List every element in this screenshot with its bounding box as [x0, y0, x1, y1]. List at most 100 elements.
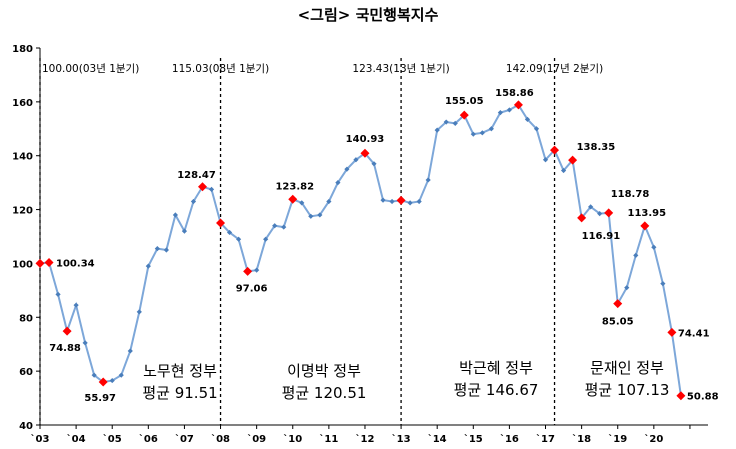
government-average: 평균 91.51	[142, 384, 217, 402]
data-point	[254, 267, 260, 273]
data-point	[154, 246, 160, 252]
x-tick-label: `19	[608, 433, 627, 445]
x-tick-label: `08	[211, 433, 230, 445]
series-line	[39, 103, 682, 396]
data-point	[109, 377, 115, 384]
data-point	[82, 340, 88, 346]
data-point	[190, 198, 197, 205]
y-tick-label: 40	[19, 421, 33, 432]
data-label: 116.91	[582, 231, 621, 242]
data-label: 74.41	[678, 328, 710, 339]
y-tick-label: 120	[12, 206, 33, 217]
data-point	[145, 263, 151, 269]
data-point	[470, 131, 476, 137]
government-average: 평균 107.13	[585, 381, 670, 399]
data-point	[353, 157, 359, 163]
highlight-point	[360, 148, 370, 158]
data-point	[371, 161, 377, 167]
data-label: 138.35	[577, 142, 616, 153]
data-point	[208, 186, 215, 192]
highlight-point	[676, 391, 686, 401]
y-tick-label: 180	[12, 44, 33, 55]
government-average: 평균 120.51	[282, 384, 367, 402]
x-tick-label: `13	[392, 433, 411, 445]
highlight-point	[44, 258, 54, 268]
period-marker-label: 123.43(13년 1분기)	[352, 63, 449, 75]
data-point	[127, 348, 133, 354]
data-point	[660, 281, 666, 287]
government-name: 이명박 정부	[287, 362, 361, 380]
data-point	[434, 127, 440, 133]
y-tick-label: 80	[19, 313, 33, 324]
x-tick-label: `16	[500, 433, 519, 445]
data-point	[181, 228, 188, 234]
data-point	[524, 116, 531, 122]
period-marker-label: 115.03(08년 1분기)	[172, 63, 269, 75]
x-tick-label: `04	[67, 433, 86, 445]
x-tick-label: `05	[103, 433, 122, 445]
x-tick-label: `03	[31, 433, 50, 445]
x-tick-label: `12	[356, 433, 375, 445]
data-point	[344, 166, 350, 172]
highlight-point	[459, 110, 469, 120]
chart-title: <그림> 국민행복지수	[298, 6, 439, 24]
labels-group: 100.00(03년 1분기) 115.03(08년 1분기) 123.43(13년…	[42, 63, 719, 404]
highlight-point	[216, 218, 226, 228]
x-tick-label: `14	[428, 433, 447, 445]
y-tick-label: 60	[19, 367, 33, 378]
highlight-point	[550, 145, 560, 155]
period-marker-lines	[39, 58, 556, 425]
data-point	[651, 244, 657, 250]
highlight-point	[613, 299, 623, 309]
series-group	[35, 100, 686, 401]
x-tick-label: `11	[319, 433, 338, 445]
data-point	[326, 198, 332, 205]
data-point	[389, 198, 395, 205]
highlight-point	[98, 377, 108, 387]
data-point	[226, 229, 233, 236]
data-label: 113.95	[628, 208, 667, 219]
data-label: 118.78	[611, 189, 650, 200]
data-point	[452, 120, 458, 126]
data-point	[416, 198, 422, 205]
data-point	[497, 110, 503, 116]
data-point	[542, 157, 549, 163]
data-label: 50.88	[687, 392, 719, 403]
data-point	[597, 211, 603, 217]
data-point	[479, 130, 485, 136]
x-tick-label: `18	[572, 433, 591, 445]
data-point	[163, 247, 169, 253]
government-average: 평균 146.67	[454, 381, 539, 399]
government-name: 문재인 정부	[590, 359, 664, 377]
y-tick-label: 100	[12, 259, 33, 270]
data-label: 158.86	[495, 88, 534, 99]
x-tick-label: `20	[644, 433, 663, 445]
highlight-point	[62, 326, 72, 336]
data-point	[299, 200, 305, 206]
data-label: 55.97	[84, 393, 116, 404]
data-label: 123.82	[275, 181, 314, 192]
data-point	[91, 372, 97, 378]
data-label: 140.93	[346, 134, 385, 145]
axes: 40 60 80 100 120 140 160 180 `03 `04 `05 `06 `07 `08 `…	[12, 44, 708, 445]
data-point	[272, 223, 278, 229]
x-tick-label: `15	[464, 433, 483, 445]
highlight-point	[604, 208, 614, 218]
x-tick-label: `07	[175, 433, 194, 445]
data-point	[263, 236, 269, 242]
government-name: 박근혜 정부	[459, 359, 533, 377]
period-marker-label: 142.09(17년 2분기)	[506, 63, 603, 75]
highlight-point	[640, 221, 650, 231]
data-label: 97.06	[236, 283, 268, 294]
data-label: 74.88	[49, 343, 81, 354]
y-tick-label: 160	[12, 98, 33, 109]
data-label: 85.05	[602, 317, 634, 328]
data-point	[443, 119, 449, 125]
highlight-point	[568, 155, 578, 165]
data-point	[488, 126, 494, 132]
x-tick-label: `06	[139, 433, 158, 445]
x-tick-label: `09	[247, 433, 266, 445]
data-point	[136, 309, 142, 315]
